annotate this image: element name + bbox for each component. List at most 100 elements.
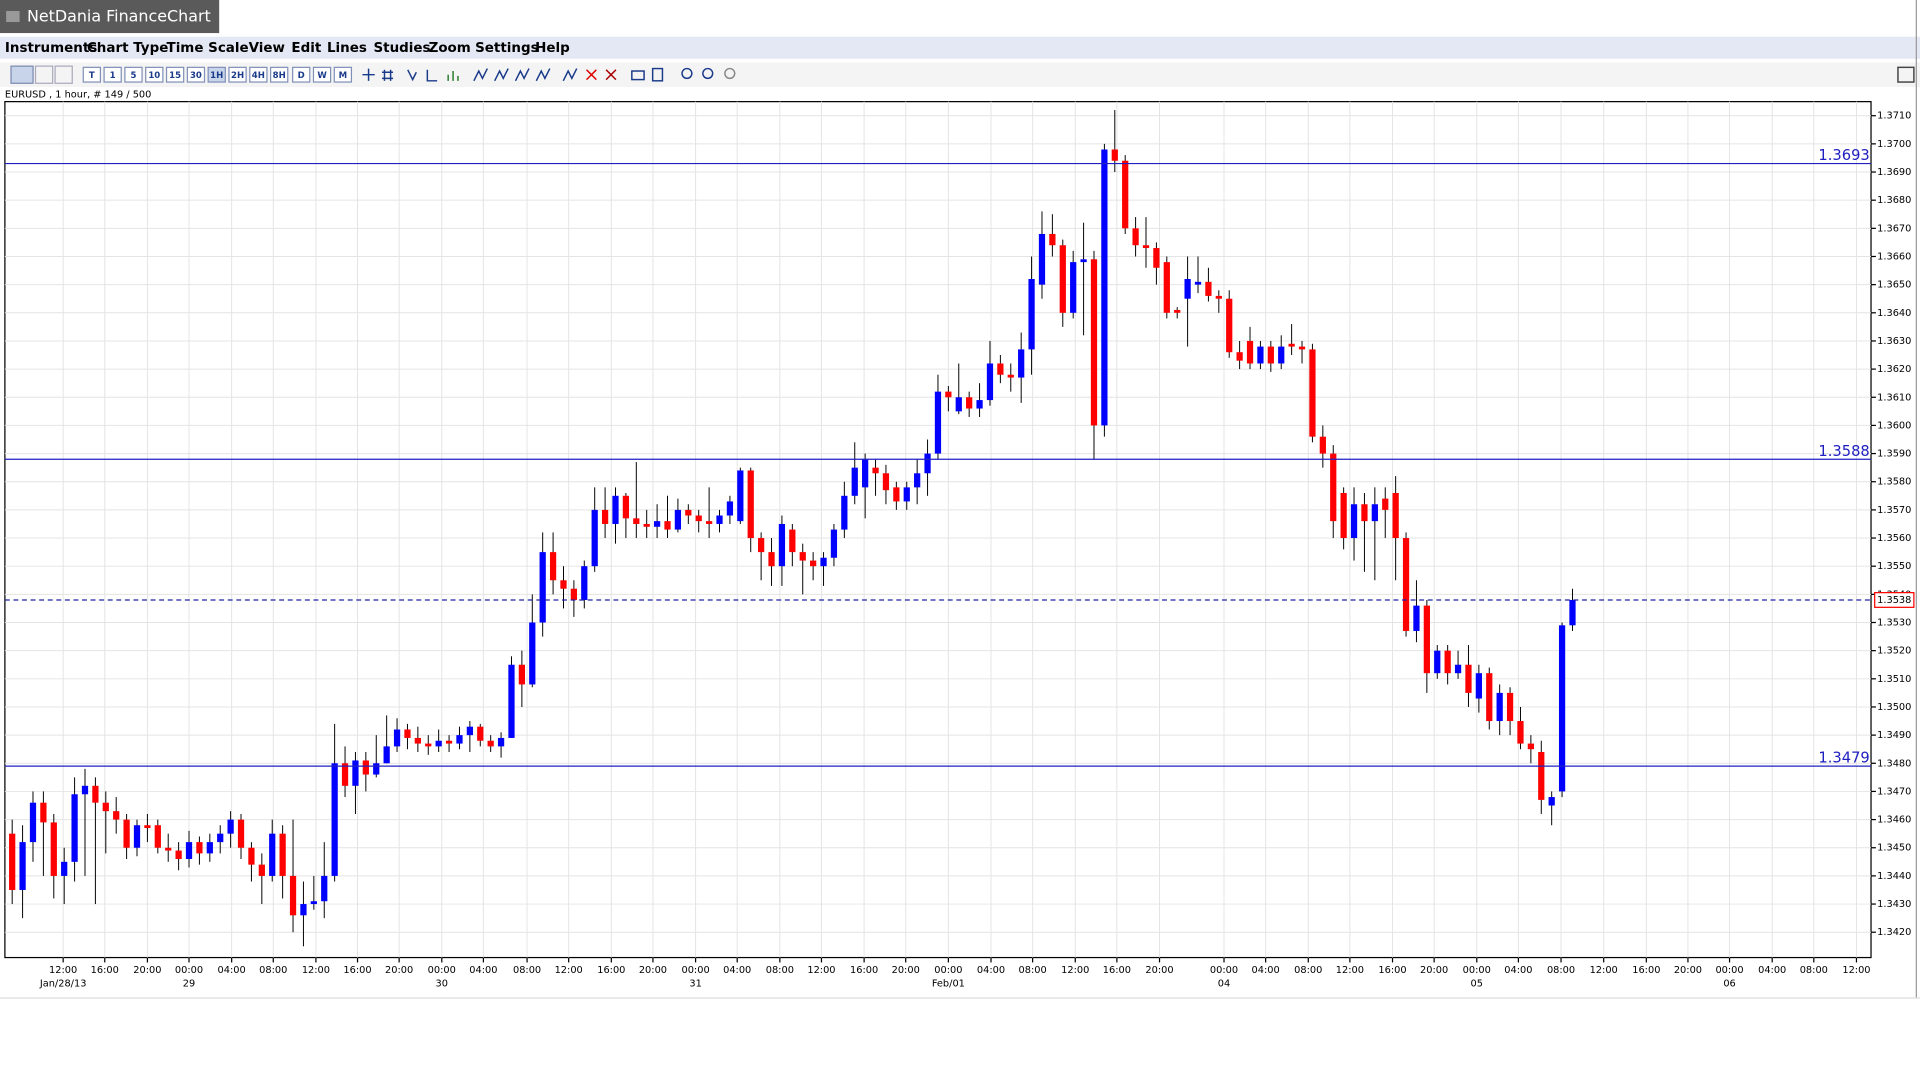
chart-type-button[interactable]: [54, 65, 73, 84]
candle-body: [1236, 352, 1243, 361]
menu-item[interactable]: Time Scale: [167, 41, 249, 56]
menu-item[interactable]: Chart Type: [87, 41, 168, 56]
horizontal-line-label: 1.3479: [1818, 750, 1869, 767]
x-tick-label: 08:00: [1800, 965, 1828, 976]
candle-body: [945, 391, 952, 398]
timescale-button[interactable]: [270, 66, 289, 83]
x-tick-label: 16:00: [597, 965, 625, 976]
candle-body: [1246, 340, 1254, 364]
x-tick-label: 04:00: [723, 965, 751, 976]
y-tick-label: 1.3490: [1877, 730, 1911, 741]
date-label: 30: [436, 978, 448, 989]
candle-body: [1319, 436, 1326, 454]
timescale-button[interactable]: [82, 66, 102, 83]
timescale-button[interactable]: [207, 66, 226, 83]
candle-body: [279, 833, 286, 876]
timescale-button[interactable]: [186, 66, 206, 83]
menu-item[interactable]: Zoom: [429, 41, 471, 56]
candle-body: [851, 467, 858, 496]
chart-type-button[interactable]: [10, 65, 34, 84]
candle-body: [362, 760, 369, 775]
timescale-button[interactable]: [292, 66, 311, 83]
timescale-button[interactable]: [145, 66, 164, 83]
crosshair-icon: [362, 68, 375, 81]
candle-body: [924, 453, 931, 474]
chart-type-button[interactable]: [34, 65, 54, 84]
candle-body: [737, 470, 744, 522]
plot: 1.3420 1.3430 1.3440 1.3450 1.3460 1.3470 1.34…: [0, 0, 1920, 999]
timescale-label: 1: [110, 71, 116, 81]
x-tick-label: 04:00: [218, 965, 246, 976]
date-label: Jan/28/13: [39, 978, 87, 989]
candle-body: [903, 487, 910, 502]
candle-body: [1548, 797, 1555, 806]
menu-item[interactable]: Studies: [373, 41, 430, 56]
candle-body: [144, 825, 151, 829]
timescale-button[interactable]: [333, 66, 353, 83]
date-label: 29: [183, 978, 195, 989]
timescale-label: 10: [148, 71, 160, 81]
candle-body: [1049, 233, 1056, 246]
candle-body: [300, 904, 307, 916]
candle-body: [1215, 295, 1222, 299]
candle-body: [1486, 673, 1493, 722]
menu-item[interactable]: Edit: [291, 41, 321, 56]
candle-body: [986, 363, 994, 401]
candle-body: [9, 833, 16, 890]
candle-body: [113, 811, 120, 820]
candle-body: [705, 521, 713, 524]
x-tick-label: 12:00: [302, 965, 330, 976]
x-tick-label: 20:00: [385, 965, 413, 976]
candle-body: [1527, 743, 1534, 750]
candle-body: [477, 726, 484, 741]
timescale-label: 1H: [210, 71, 223, 81]
candle-body: [601, 509, 609, 524]
timescale-label: D: [298, 71, 305, 81]
menu-item[interactable]: Help: [535, 41, 570, 56]
y-tick-label: 1.3510: [1877, 674, 1911, 685]
timescale-button[interactable]: [228, 66, 247, 83]
icon: [407, 69, 417, 82]
candle-body: [92, 785, 99, 803]
last-price-box: [1874, 592, 1915, 608]
timescale-button[interactable]: [103, 66, 122, 83]
delete-icon: [586, 69, 597, 81]
menu-bar: [0, 36, 1920, 59]
y-tick-label: 1.3630: [1877, 336, 1911, 347]
timescale-button[interactable]: [312, 66, 332, 83]
candle-body: [165, 847, 172, 851]
candle-body: [1038, 233, 1046, 285]
x-tick-label: 20:00: [1420, 965, 1448, 976]
candle-body: [217, 833, 224, 843]
menu-item[interactable]: Lines: [327, 41, 367, 56]
candle-body: [1350, 504, 1358, 539]
panel-button: [1897, 66, 1915, 83]
y-tick-label: 1.3610: [1877, 392, 1911, 403]
menu-item[interactable]: Instruments: [5, 41, 97, 56]
candle-body: [789, 529, 796, 553]
candle-body: [1423, 605, 1430, 674]
candle-body: [258, 864, 265, 876]
y-tick-label: 1.3690: [1877, 167, 1911, 178]
timescale-button[interactable]: [165, 66, 185, 83]
candle-body: [560, 580, 567, 589]
candle-body: [768, 552, 775, 567]
candle-body: [289, 875, 297, 916]
timescale-button[interactable]: [124, 66, 143, 83]
y-tick-label: 1.3480: [1877, 758, 1911, 769]
candle-body: [882, 473, 890, 491]
candle-body: [1028, 279, 1035, 350]
y-tick-label: 1.3620: [1877, 364, 1911, 375]
menu-item[interactable]: View: [249, 41, 285, 56]
menu-item[interactable]: Settings: [475, 41, 539, 56]
timescale-button[interactable]: [249, 66, 268, 83]
candle-body: [1402, 538, 1410, 631]
title-tab: [0, 0, 220, 34]
candle-body: [1070, 262, 1077, 313]
candle-body: [425, 743, 432, 747]
candle-body: [1122, 160, 1129, 229]
candle-body: [1174, 309, 1181, 313]
candle-body: [1257, 346, 1264, 364]
candle-body: [934, 391, 942, 454]
